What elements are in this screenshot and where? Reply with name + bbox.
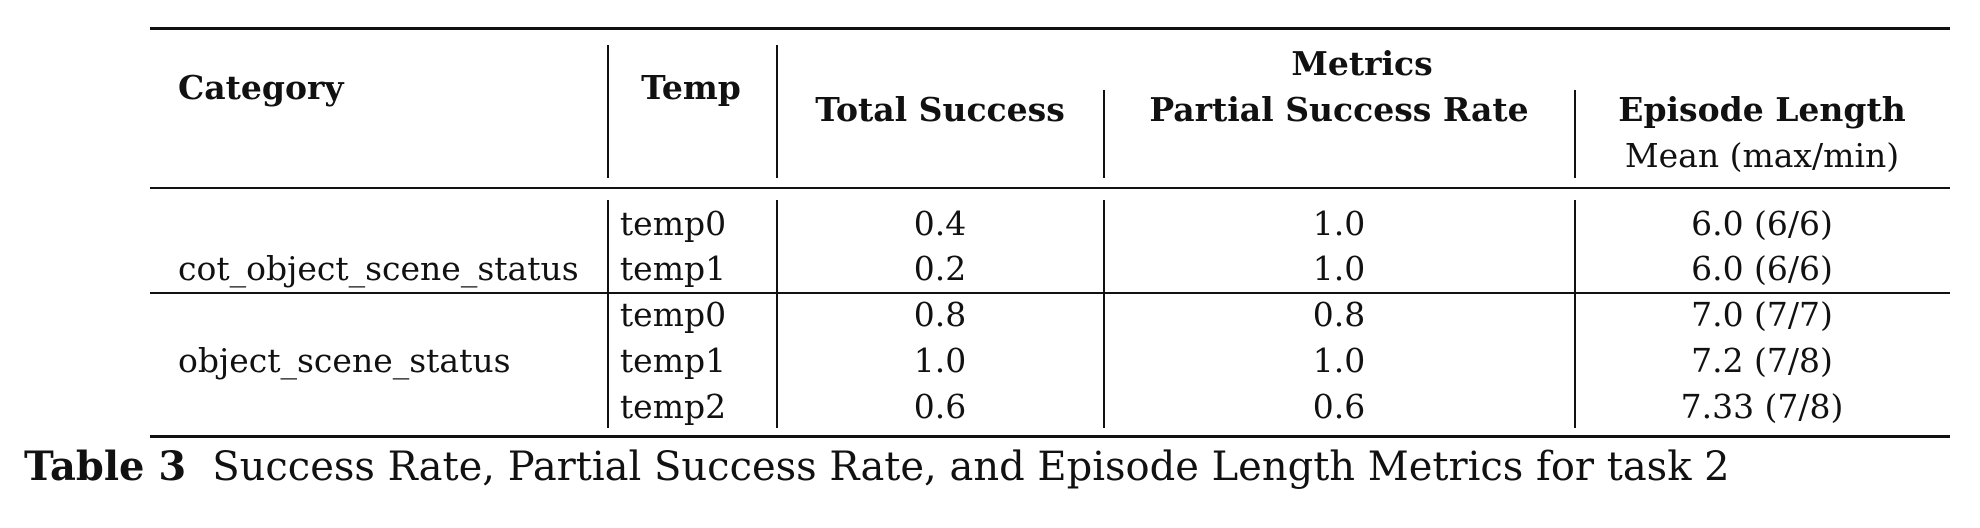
bottom-rule [150,435,1950,438]
cell-episode-length: 7.33 (7/8) [1680,387,1844,426]
cell-partial-success-rate: 1.0 [1312,204,1366,243]
cell-partial-success-rate: 1.0 [1312,249,1366,288]
cell-total-success: 0.8 [913,295,967,334]
header-category: Category [178,68,344,107]
header-vline-metrics-2 [1574,90,1576,178]
cell-temp: temp0 [619,295,727,334]
cell-temp: temp1 [619,249,727,288]
header-episode-length-sub: Mean (max/min) [1624,136,1900,175]
top-rule [150,27,1950,30]
header-episode-length: Episode Length [1618,90,1906,129]
header-metrics-group: Metrics [1291,44,1433,83]
body-vline-temp-right [776,200,778,428]
header-bottom-rule [150,187,1950,189]
table-caption: Table 3 Success Rate, Partial Success Rat… [24,444,1730,490]
header-total-success: Total Success [815,90,1065,129]
cell-episode-length: 7.0 (7/7) [1691,295,1833,334]
cell-episode-length: 6.0 (6/6) [1691,249,1833,288]
cell-partial-success-rate: 0.6 [1312,387,1366,426]
cell-total-success: 0.2 [913,249,967,288]
body-vline-metrics-1 [1103,200,1105,428]
group-category-cot: cot_object_scene_status [178,249,579,288]
caption-label: Table 3 [24,443,187,490]
cell-partial-success-rate: 1.0 [1312,341,1366,380]
caption-text: Success Rate, Partial Success Rate, and … [212,444,1730,490]
cell-temp: temp0 [619,204,727,243]
cell-total-success: 0.4 [913,204,967,243]
body-vline-metrics-2 [1574,200,1576,428]
cell-episode-length: 7.2 (7/8) [1691,341,1833,380]
body-vline-temp-left [607,200,609,428]
header-vline-temp-left [607,45,609,178]
cell-total-success: 0.6 [913,387,967,426]
header-temp: Temp [641,68,741,107]
cell-total-success: 1.0 [913,341,967,380]
header-vline-metrics-1 [1103,90,1105,178]
cell-temp: temp1 [619,341,727,380]
header-vline-temp-right [776,45,778,178]
header-partial-success-rate: Partial Success Rate [1149,90,1529,129]
group-separator-rule [150,292,1950,294]
cell-temp: temp2 [619,387,727,426]
cell-partial-success-rate: 0.8 [1312,295,1366,334]
group-category-object: object_scene_status [178,341,511,380]
cell-episode-length: 6.0 (6/6) [1691,204,1833,243]
